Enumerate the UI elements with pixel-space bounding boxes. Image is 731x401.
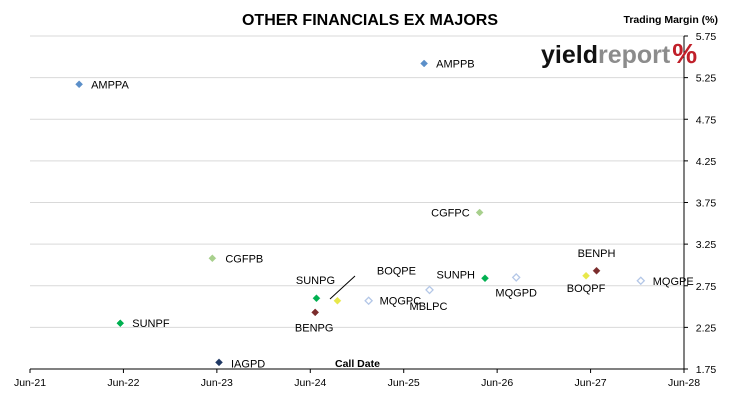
yieldreport-logo: yieldreport%: [541, 38, 697, 69]
logo-text-percent: %: [672, 38, 697, 69]
point-benpg: [311, 308, 320, 317]
point-label-amppa: AMPPA: [91, 79, 129, 91]
point-label-benph: BENPH: [578, 248, 616, 260]
point-amppa: [75, 80, 83, 89]
logo-text-report: report: [598, 41, 671, 69]
chart-title: OTHER FINANCIALS EX MAJORS: [242, 12, 498, 29]
point-label-boqpe: BOQPE: [377, 266, 416, 278]
y-tick-label: 3.75: [696, 198, 717, 210]
point-mqgpe: [636, 276, 646, 286]
y-axis-title: Trading Margin (%): [624, 14, 719, 26]
svg-text:yieldreport%: yieldreport%: [541, 38, 697, 69]
point-label-mqgpc: MQGPC: [380, 296, 422, 308]
y-tick-label: 3.25: [696, 239, 717, 251]
x-tick-label: Jun-22: [107, 377, 139, 389]
point-cgfpc: [475, 208, 484, 217]
point-mqgpd: [511, 273, 521, 282]
plot-area: Jun-21 Jun-22 Jun-23 Jun-24 Jun-25 Jun-26 Jun-…: [14, 31, 716, 389]
x-tick-label: Jun-25: [388, 377, 420, 389]
point-boqpf: [582, 271, 590, 280]
point-sunph: [481, 274, 489, 283]
y-tick-label: 2.75: [696, 281, 717, 293]
gridlines: [30, 35, 684, 328]
point-label-mqgpd: MQGPD: [495, 287, 537, 299]
point-labels: AMPPA AMPPB CGFPC CGFPB SUNPF IAGPD SUNPG BENPG…: [91, 58, 694, 370]
point-mblpc: [425, 285, 434, 295]
point-mqgpc: [364, 296, 374, 306]
point-boqpe: [333, 296, 342, 305]
y-tick-label: 1.75: [696, 364, 717, 376]
point-iagpd: [215, 358, 223, 367]
point-label-cgfpc: CGFPC: [431, 207, 470, 219]
point-label-sunpg: SUNPG: [296, 275, 335, 287]
x-tick-label: Jun-26: [481, 377, 513, 389]
point-label-mqgpe: MQGPE: [653, 276, 694, 288]
x-tick-label: Jun-21: [14, 377, 46, 389]
point-label-benpg: BENPG: [295, 322, 334, 334]
x-tick-label: Jun-23: [201, 377, 233, 389]
point-label-iagpd: IAGPD: [231, 358, 265, 370]
point-label-mblpc: MBLPC: [410, 301, 448, 313]
point-label-cgfpb: CGFPB: [225, 253, 263, 265]
y-tick-label: 4.25: [696, 156, 717, 168]
point-amppb: [420, 59, 428, 68]
y-tick-label: 5.25: [696, 73, 717, 85]
point-sunpg: [312, 294, 321, 303]
point-cgfpb: [208, 254, 217, 263]
point-label-sunph: SUNPH: [436, 269, 475, 281]
y-tick-label: 2.25: [696, 322, 717, 334]
boqpe-leader-line: [329, 275, 356, 300]
point-label-sunpf: SUNPF: [132, 318, 170, 330]
point-sunpf: [116, 319, 125, 328]
y-axis-ticks: 1.75 2.25 2.75 3.25 3.75 4.25 4.75 5.25 5.75: [684, 31, 716, 376]
y-tick-label: 4.75: [696, 114, 717, 126]
x-tick-label: Jun-28: [668, 377, 700, 389]
x-tick-label: Jun-27: [575, 377, 607, 389]
point-benph: [592, 266, 601, 275]
x-tick-label: Jun-24: [294, 377, 326, 389]
x-axis-ticks: Jun-21 Jun-22 Jun-23 Jun-24 Jun-25 Jun-26 Jun-…: [14, 369, 700, 389]
point-label-amppb: AMPPB: [436, 58, 475, 70]
logo-text-yield: yield: [541, 41, 598, 69]
point-label-boqpf: BOQPF: [567, 283, 606, 295]
y-tick-label: 5.75: [696, 31, 717, 43]
x-axis-title: Call Date: [335, 358, 380, 370]
data-points: [75, 59, 646, 367]
